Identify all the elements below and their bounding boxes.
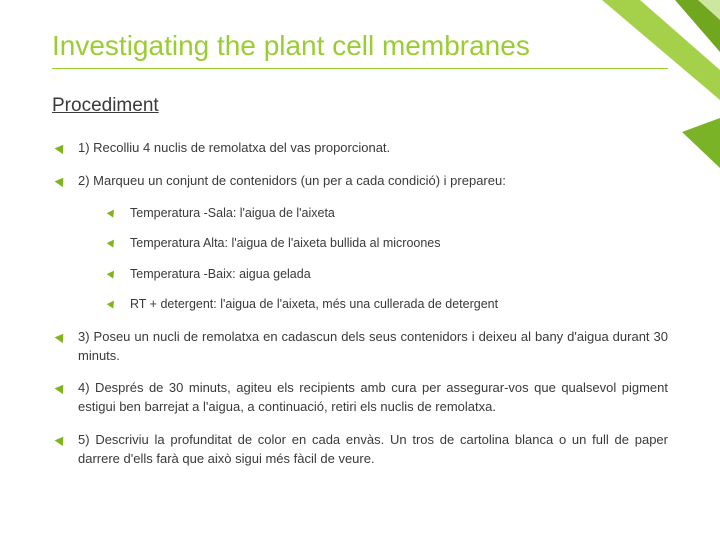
procedure-list: 1) Recolliu 4 nuclis de remolatxa del va… [52, 139, 668, 469]
page-title: Investigating the plant cell membranes [52, 30, 668, 69]
list-item-text: 1) Recolliu 4 nuclis de remolatxa del va… [78, 140, 390, 155]
list-item-text: 2) Marqueu un conjunt de contenidors (un… [78, 173, 506, 188]
list-item-text: 3) Poseu un nucli de remolatxa en cadasc… [78, 329, 668, 363]
sublist-item: RT + detergent: l'aigua de l'aixeta, més… [106, 296, 668, 314]
section-heading: Procediment [52, 95, 668, 117]
sublist-item: Temperatura -Sala: l'aigua de l'aixeta [106, 205, 668, 223]
list-item: 3) Poseu un nucli de remolatxa en cadasc… [52, 328, 668, 366]
sublist-item: Temperatura Alta: l'aigua de l'aixeta bu… [106, 235, 668, 253]
slide: Investigating the plant cell membranes P… [0, 0, 720, 540]
sublist-item: Temperatura -Baix: aigua gelada [106, 266, 668, 284]
list-item-text: 5) Descriviu la profunditat de color en … [78, 432, 668, 466]
list-item: 5) Descriviu la profunditat de color en … [52, 431, 668, 469]
list-item: 2) Marqueu un conjunt de contenidors (un… [52, 172, 668, 314]
list-item: 4) Després de 30 minuts, agiteu els reci… [52, 379, 668, 417]
procedure-sublist: Temperatura -Sala: l'aigua de l'aixeta T… [106, 205, 668, 314]
list-item-text: 4) Després de 30 minuts, agiteu els reci… [78, 380, 668, 414]
list-item: 1) Recolliu 4 nuclis de remolatxa del va… [52, 139, 668, 158]
